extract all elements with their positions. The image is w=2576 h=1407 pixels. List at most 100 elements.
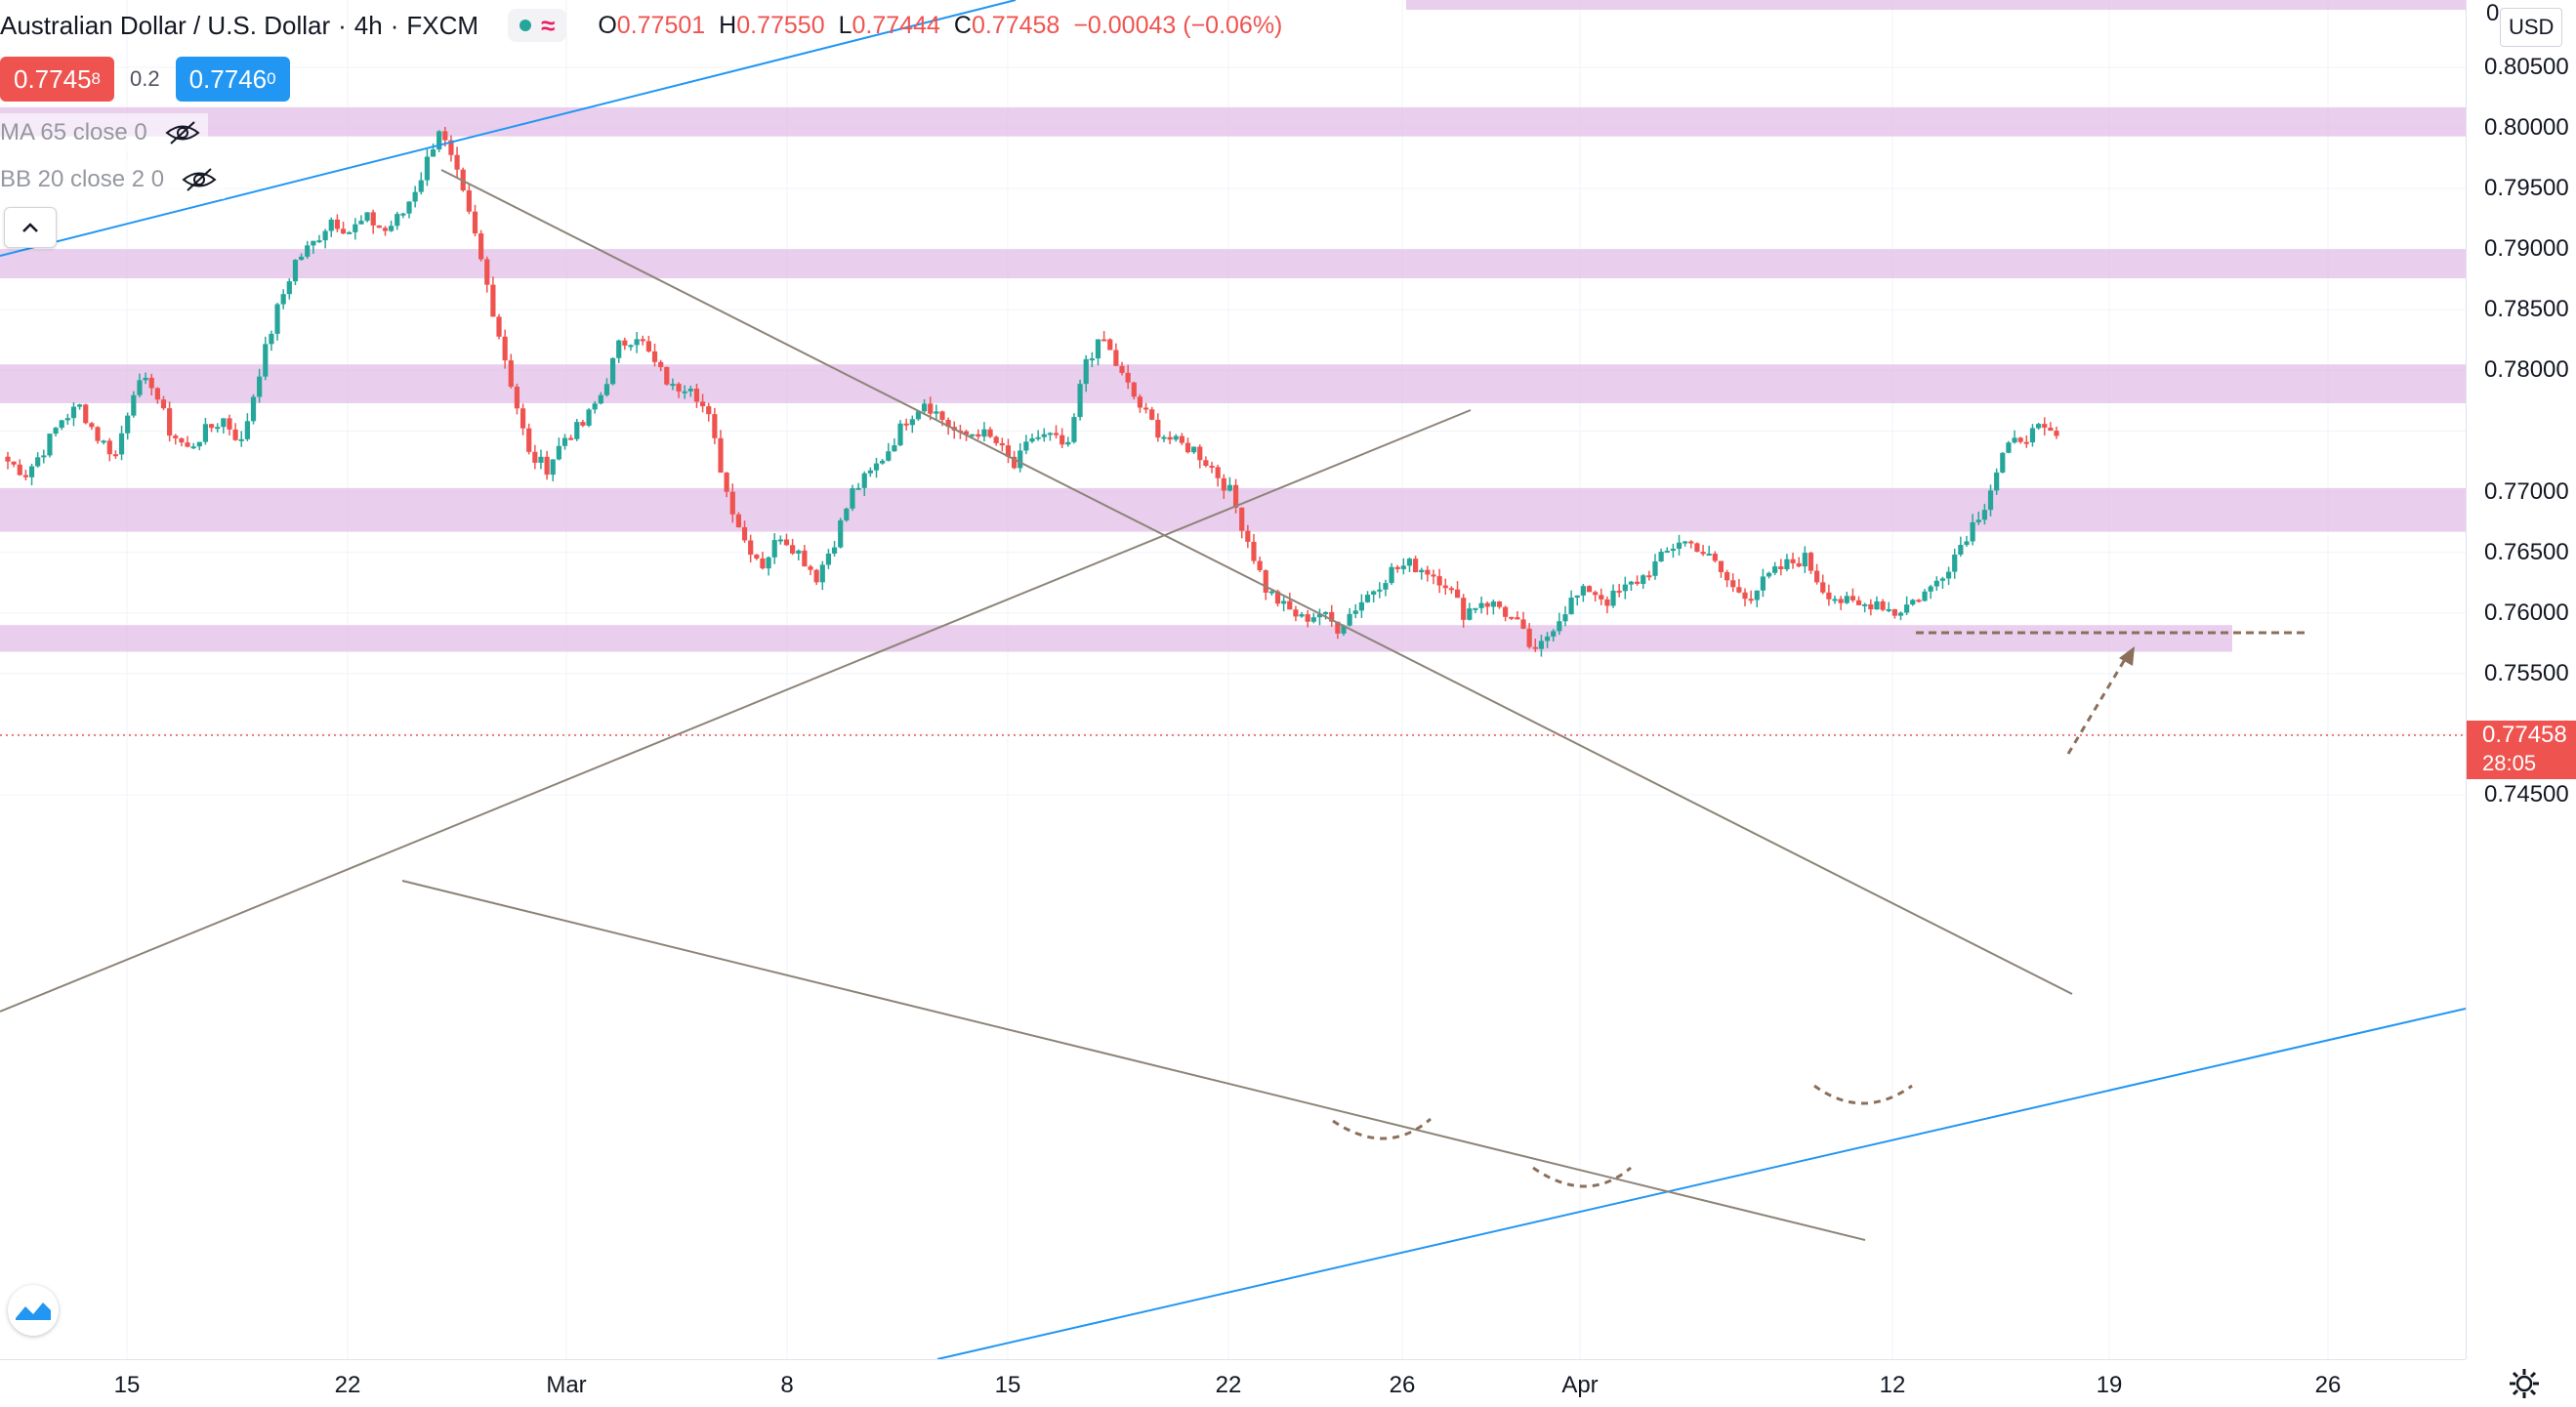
candle-body — [880, 460, 886, 464]
price-axis[interactable]: 0.80500 0.80000 0.79500 0.79000 0.78500 0.780… — [2466, 0, 2576, 1359]
candle-body — [921, 403, 928, 412]
candle-body — [125, 415, 131, 434]
candle-body — [1958, 545, 1964, 555]
candle-body — [1526, 628, 1532, 647]
candle-body — [1095, 339, 1101, 359]
indicator-ma[interactable]: MA 65 close 0 — [0, 113, 208, 152]
price-chart[interactable] — [0, 0, 2466, 1359]
candle-body — [305, 245, 311, 257]
candle-body — [1101, 339, 1107, 342]
candle-body — [2042, 424, 2048, 428]
chart-grid — [0, 0, 2466, 1359]
eye-hidden-icon[interactable] — [165, 120, 200, 145]
status-chip[interactable]: ≈ — [508, 9, 567, 42]
candle-body — [1568, 598, 1574, 615]
currency-badge[interactable]: USD — [2500, 8, 2563, 47]
candle-body — [1448, 588, 1455, 591]
candle-body — [1688, 541, 1694, 544]
candle-body — [712, 414, 718, 438]
price-tick-label: 0.76500 — [2484, 538, 2569, 565]
candle-body — [1503, 606, 1509, 617]
low-key: L — [838, 11, 852, 39]
candle-body — [28, 466, 35, 477]
sell-button[interactable]: 0.7745 8 — [0, 57, 114, 102]
candle-body — [1274, 591, 1281, 604]
candle-body — [1676, 542, 1683, 549]
candle-body — [1239, 507, 1245, 531]
candle-body — [1143, 407, 1149, 410]
candle-body — [400, 213, 406, 216]
candle-body — [238, 438, 244, 441]
gear-icon[interactable] — [2508, 1367, 2541, 1400]
candle-body — [1796, 562, 1802, 567]
candle-body — [645, 341, 651, 352]
collapse-legend-button[interactable] — [4, 207, 57, 248]
candle-body — [1760, 576, 1766, 591]
candle-body — [1994, 472, 2000, 491]
candle-body — [1413, 559, 1419, 573]
candle-body — [179, 437, 185, 443]
tradingview-logo[interactable] — [8, 1285, 59, 1336]
candle-body — [70, 406, 77, 419]
candle-body — [143, 377, 148, 381]
candle-body — [311, 240, 316, 246]
supply-demand-zones — [0, 0, 2466, 652]
candle-body — [1011, 456, 1018, 469]
candle-body — [347, 231, 353, 234]
spread-value: 0.2 — [130, 66, 160, 91]
symbol-name[interactable]: Australian Dollar / U.S. Dollar — [0, 10, 331, 40]
buy-button[interactable]: 0.7746 0 — [175, 57, 290, 102]
indicator-bb[interactable]: BB 20 close 2 0 — [0, 160, 226, 199]
candle-body — [1125, 372, 1131, 383]
candle-body — [970, 434, 976, 436]
candle-body — [1700, 552, 1706, 555]
eye-hidden-icon[interactable] — [182, 167, 217, 192]
price-zone — [0, 364, 2466, 403]
candle-body — [154, 388, 160, 400]
interval[interactable]: 4h — [353, 10, 383, 40]
candle-body — [718, 437, 724, 474]
candle-body — [1496, 601, 1503, 607]
time-tick-label: 22 — [334, 1372, 361, 1398]
candle-body — [263, 344, 269, 377]
candle-body — [1538, 641, 1545, 649]
candle-body — [47, 434, 53, 456]
candle-body — [298, 256, 305, 261]
candle-body — [1119, 365, 1125, 373]
candle-body — [257, 376, 263, 397]
candle-body — [1155, 419, 1161, 438]
candle-body — [1221, 477, 1226, 491]
candle-body — [112, 454, 119, 457]
time-axis[interactable]: 15 22 Mar 8 15 22 26 Apr 12 19 26 — [0, 1359, 2466, 1407]
candle-body — [1215, 467, 1221, 478]
candle-body — [1646, 575, 1652, 578]
candle-body — [945, 419, 951, 428]
candle-body — [915, 411, 922, 420]
candle-body — [754, 555, 760, 559]
candle-body — [1868, 603, 1874, 610]
indicator-label: BB 20 close 2 0 — [0, 166, 165, 192]
candle-body — [777, 539, 783, 542]
candle-body — [1197, 446, 1203, 461]
candle-body — [322, 230, 328, 241]
candle-body — [622, 340, 628, 346]
candle-body — [1520, 619, 1526, 629]
candle-body — [1939, 578, 1946, 581]
candle-body — [1580, 586, 1586, 596]
candle-body — [1718, 560, 1724, 572]
candle-body — [1023, 441, 1029, 451]
candle-body — [514, 387, 520, 409]
candle-body — [838, 519, 844, 548]
candle-body — [1281, 600, 1287, 604]
candle-body — [1844, 596, 1849, 603]
price-tick-label: 0.80000 — [2484, 114, 2569, 141]
candle-body — [1970, 521, 1975, 542]
candle-body — [2000, 452, 2006, 473]
candle-body — [35, 457, 41, 467]
separator: · — [390, 10, 399, 40]
candle-body — [1400, 565, 1406, 569]
candle-body — [1322, 611, 1329, 615]
partial-price-label: 0 — [2486, 0, 2500, 26]
candle-body — [1616, 590, 1622, 593]
price-tick-label: 0.80500 — [2484, 53, 2569, 80]
